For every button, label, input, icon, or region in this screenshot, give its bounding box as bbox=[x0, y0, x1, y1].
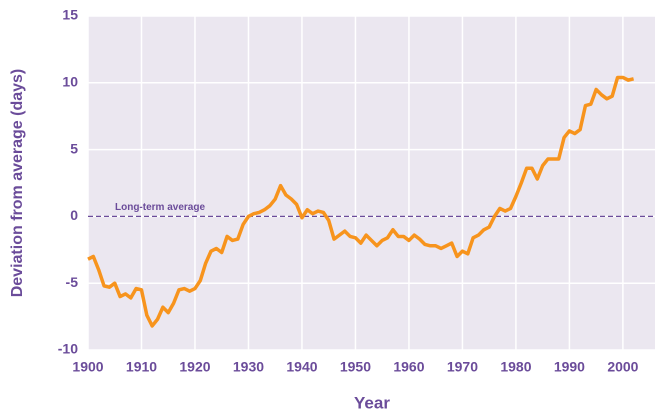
y-tick-label: 5 bbox=[70, 140, 78, 156]
x-tick-label: 1990 bbox=[554, 359, 585, 375]
x-tick-label: 1940 bbox=[286, 359, 317, 375]
x-tick-label: 1980 bbox=[500, 359, 531, 375]
x-tick-label: 1960 bbox=[393, 359, 424, 375]
plot-area bbox=[88, 16, 655, 350]
y-tick-label: 15 bbox=[62, 7, 78, 23]
x-axis-label: Year bbox=[354, 393, 390, 412]
x-tick-label: 1970 bbox=[447, 359, 478, 375]
x-tick-label: 1920 bbox=[179, 359, 210, 375]
data-line bbox=[87, 75, 635, 328]
x-tick-label: 1930 bbox=[233, 359, 264, 375]
x-tick-label: 1910 bbox=[126, 359, 157, 375]
y-tick-label: 10 bbox=[62, 74, 78, 90]
x-tick-label: 2000 bbox=[607, 359, 638, 375]
y-tick-label: 0 bbox=[70, 207, 78, 223]
y-axis-label: Deviation from average (days) bbox=[9, 69, 26, 298]
x-tick-label: 1950 bbox=[340, 359, 371, 375]
y-tick-label: -5 bbox=[66, 274, 79, 290]
y-tick-label: -10 bbox=[58, 341, 78, 357]
x-tick-label: 1900 bbox=[72, 359, 103, 375]
annotation: Long-term average bbox=[115, 202, 205, 213]
